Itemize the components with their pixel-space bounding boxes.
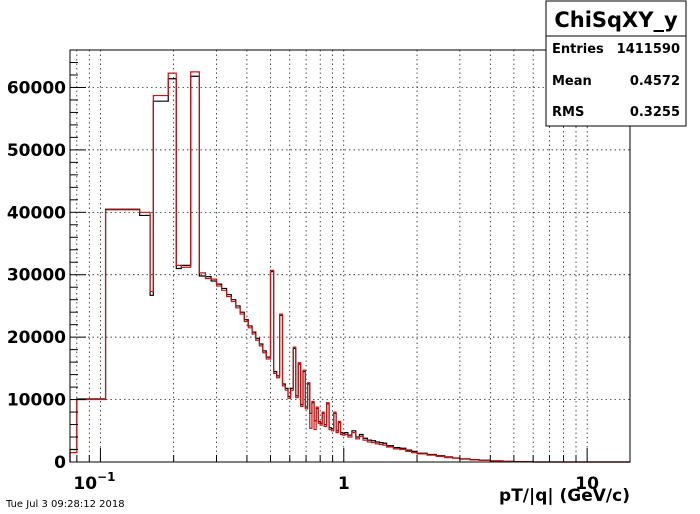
stats-rms-label: RMS (552, 105, 584, 120)
grid-lines (70, 50, 630, 462)
y-tick-label: 0 (54, 453, 66, 473)
stats-entries-value: 1411590 (617, 42, 680, 57)
plot-frame (69, 49, 631, 463)
y-tick-label: 30000 (7, 266, 66, 286)
y-tick-label: 50000 (7, 141, 66, 161)
stats-rms-value: 0.3255 (630, 105, 680, 120)
stats-mean-label: Mean (552, 74, 592, 89)
x-axis-label: pT/|q| (GeV/c) (499, 486, 630, 506)
histogram-series-red (69, 71, 630, 463)
series-layer (69, 71, 630, 463)
stats-box: ChiSqXY_y Entries 1411590 Mean 0.4572 RM… (545, 0, 687, 127)
stats-mean-value: 0.4572 (630, 74, 680, 89)
stats-title: ChiSqXY_y (554, 8, 678, 32)
x-tick-label: 10 (575, 474, 599, 494)
stats-box-frame (545, 0, 687, 127)
timestamp: Tue Jul 3 09:28:12 2018 (5, 499, 125, 510)
x-tick-label-exponent: −1 (97, 470, 115, 484)
y-tick-label: 10000 (7, 391, 66, 411)
x-tick-label: 1 (338, 474, 350, 494)
y-tick-label: 60000 (7, 78, 66, 98)
y-tick-label: 20000 (7, 328, 66, 348)
stats-entries-label: Entries (552, 42, 604, 57)
y-tick-label: 40000 (7, 203, 66, 223)
